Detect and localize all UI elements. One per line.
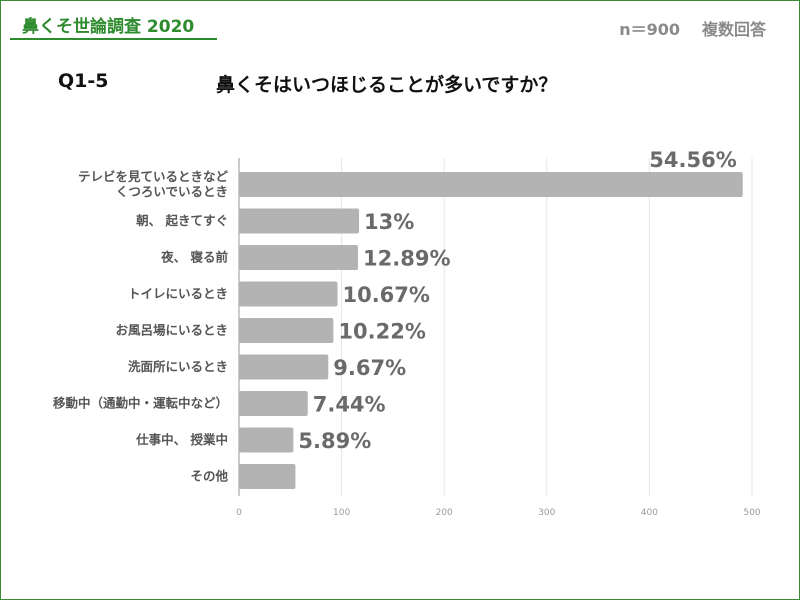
title-underline [10,38,217,40]
category-label: 洗面所にいるとき [128,359,228,374]
bar [239,391,308,416]
bar [239,245,359,270]
data-label: 12.89% [363,247,450,271]
x-tick-label: 300 [538,508,555,518]
category-label: トイレにいるとき [128,286,228,301]
bar [239,427,294,453]
bar [239,172,743,197]
data-label: 10.67% [342,283,429,307]
bar [239,354,329,380]
category-label: くつろいでいるとき [116,184,228,199]
question-text: 鼻くそはいつほじることが多いですか？ [216,74,558,96]
data-label: 54.56% [649,148,736,172]
data-label: 5.89% [298,429,371,453]
bar [239,281,338,307]
survey-title: 鼻くそ世論調査 2020 [22,17,195,37]
bar [239,464,296,489]
x-tick-label: 0 [236,508,242,518]
question-number: Q1-5 [58,70,109,92]
data-label: 10.22% [338,320,425,344]
bar [239,208,360,234]
sample-size: n＝900 [619,20,680,39]
x-tick-label: 200 [436,508,453,518]
answer-type: 複数回答 [701,20,766,39]
category-label: その他 [190,469,228,484]
category-label: 朝、 起きてすぐ [136,213,228,228]
data-label: 9.67% [333,356,406,380]
x-tick-label: 500 [743,508,760,518]
x-tick-label: 100 [333,508,350,518]
category-label: お風呂場にいるとき [115,323,228,338]
category-label: 夜、 寝る前 [160,250,228,265]
data-label: 13% [364,210,414,234]
category-label: テレビを見ているときなど [78,169,229,184]
category-label: 仕事中、 授業中 [135,432,228,447]
bar [239,318,334,343]
survey-meta: n＝900 複数回答 [619,16,766,40]
data-label: 7.44% [313,393,386,417]
category-label: 移動中（通勤中・運転中など） [53,396,228,411]
x-tick-label: 400 [641,508,658,518]
